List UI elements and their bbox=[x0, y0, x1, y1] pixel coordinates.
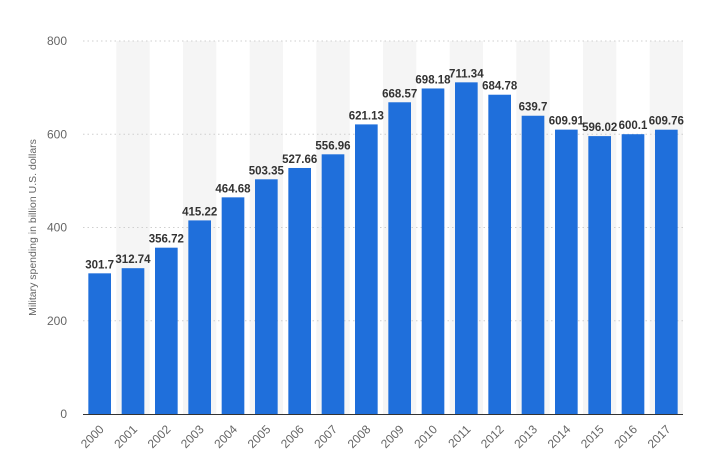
bar bbox=[521, 115, 545, 415]
bar bbox=[188, 220, 211, 414]
data-labels: 301.7 312.74 356.72 415.22 464.68 503.35527.6… bbox=[85, 68, 684, 271]
bar bbox=[555, 129, 578, 414]
x-tick-label: 2014 bbox=[545, 422, 574, 451]
x-axis-ticks: 2000 2001 2002 2003 2004 2005 2006 2007 2008 2009… bbox=[78, 422, 674, 451]
bars bbox=[88, 82, 678, 415]
y-tick-label: 200 bbox=[47, 314, 67, 328]
data-label: 556.96 bbox=[315, 140, 350, 152]
bar bbox=[655, 129, 678, 414]
x-tick-label: 2009 bbox=[378, 422, 407, 451]
bar bbox=[621, 134, 645, 414]
data-label: 527.66 bbox=[282, 154, 317, 166]
bar bbox=[488, 94, 511, 415]
bar bbox=[421, 88, 445, 414]
bar bbox=[255, 179, 278, 414]
x-tick-label: 2012 bbox=[478, 422, 507, 451]
x-tick-label: 2005 bbox=[245, 422, 274, 451]
y-tick-label: 800 bbox=[47, 34, 67, 48]
x-tick-label: 2001 bbox=[111, 422, 140, 451]
data-label: 356.72 bbox=[149, 234, 184, 246]
data-label: 698.18 bbox=[415, 74, 451, 86]
x-tick-label: 2016 bbox=[611, 422, 640, 451]
y-tick-label: 600 bbox=[47, 127, 67, 141]
bar bbox=[121, 268, 145, 414]
x-tick-label: 2007 bbox=[311, 422, 340, 451]
x-tick-label: 2008 bbox=[345, 422, 374, 451]
data-label: 301.7 bbox=[85, 259, 114, 271]
data-label: 415.22 bbox=[182, 206, 217, 218]
data-label: 503.35 bbox=[249, 165, 285, 177]
x-tick-label: 2010 bbox=[411, 422, 440, 451]
data-label: 464.68 bbox=[215, 183, 251, 195]
bar bbox=[388, 102, 411, 414]
bar bbox=[321, 154, 345, 415]
data-label: 600.1 bbox=[619, 120, 648, 132]
data-label: 621.13 bbox=[349, 110, 384, 122]
data-label: 609.76 bbox=[649, 116, 684, 128]
bar bbox=[221, 197, 245, 414]
gridlines bbox=[83, 40, 683, 322]
x-tick-label: 2002 bbox=[145, 422, 174, 451]
bar bbox=[355, 124, 378, 415]
x-tick-label: 2011 bbox=[445, 422, 473, 450]
x-tick-label: 2000 bbox=[78, 422, 107, 451]
y-tick-label: 0 bbox=[60, 407, 67, 421]
bar bbox=[288, 167, 311, 414]
x-tick-label: 2017 bbox=[645, 422, 674, 451]
y-tick-label: 400 bbox=[47, 221, 67, 235]
x-tick-label: 2006 bbox=[278, 422, 307, 451]
y-axis-title: Military spending in billion U.S. dollar… bbox=[27, 139, 39, 316]
data-label: 711.34 bbox=[449, 68, 484, 80]
bar bbox=[588, 136, 611, 414]
data-label: 668.57 bbox=[382, 88, 417, 100]
data-label: 639.7 bbox=[519, 102, 548, 114]
bar bbox=[455, 82, 478, 415]
data-label: 609.91 bbox=[549, 116, 585, 128]
x-tick-label: 2013 bbox=[511, 422, 540, 451]
data-label: 312.74 bbox=[115, 254, 151, 266]
data-label: 596.02 bbox=[582, 122, 617, 134]
x-tick-label: 2015 bbox=[578, 422, 607, 451]
y-axis-ticks: 0 200 400 600 800 bbox=[47, 34, 67, 421]
bar bbox=[88, 273, 111, 414]
x-tick-label: 2003 bbox=[178, 422, 207, 451]
bar bbox=[155, 247, 178, 414]
data-label: 684.78 bbox=[482, 81, 518, 93]
x-tick-label: 2004 bbox=[211, 422, 240, 451]
